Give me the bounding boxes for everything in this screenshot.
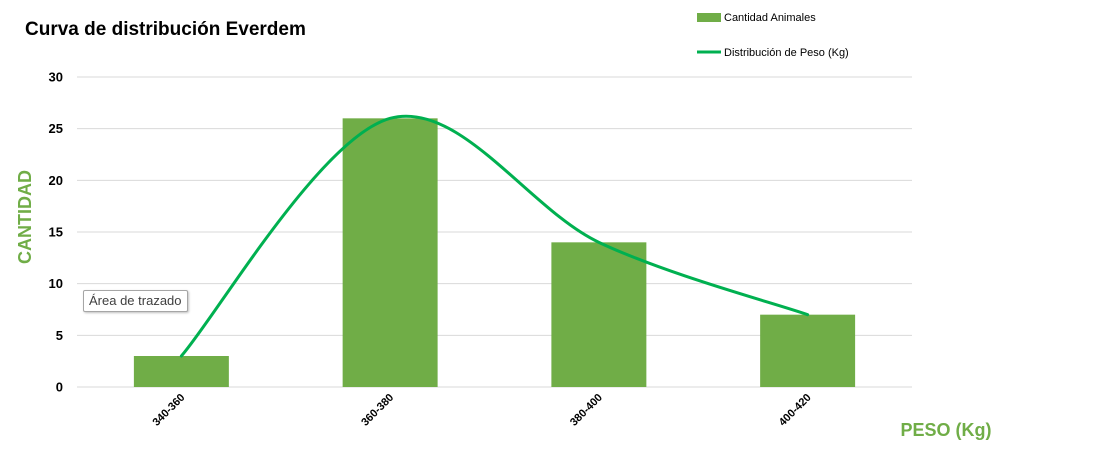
bar-series[interactable] (133, 118, 856, 387)
legend-label-cantidad-animales: Cantidad Animales (724, 12, 816, 24)
x-tick-label: 380-400 (568, 392, 605, 429)
y-tick-label: 25 (49, 121, 63, 136)
legend-label-distribucion-peso: Distribución de Peso (Kg) (724, 47, 849, 59)
y-axis-title: CANTIDAD (15, 170, 35, 264)
x-axis-title: PESO (Kg) (900, 420, 991, 440)
y-tick-label: 5 (56, 328, 63, 343)
y-axis-ticks: 0 5 10 15 20 25 30 (49, 70, 63, 395)
x-tick-label: 340-360 (150, 392, 187, 429)
y-tick-label: 15 (49, 225, 63, 240)
y-tick-label: 30 (49, 70, 63, 85)
x-tick-label: 400-420 (777, 392, 814, 429)
bar-380-400[interactable] (551, 242, 647, 387)
bar-400-420[interactable] (760, 314, 856, 387)
y-tick-label: 0 (56, 380, 63, 395)
chart-title: Curva de distribución Everdem (25, 19, 306, 40)
y-tick-label: 20 (49, 173, 63, 188)
plot-area-tooltip: Área de trazado (83, 290, 188, 312)
line-distribucion-peso[interactable] (179, 114, 810, 358)
x-axis-ticks: 340-360 360-380 380-400 400-420 (150, 392, 813, 429)
legend[interactable]: Cantidad Animales Distribución de Peso (… (697, 12, 849, 59)
bar-340-360[interactable] (133, 356, 229, 387)
x-tick-label: 360-380 (359, 392, 396, 429)
line-series[interactable] (179, 114, 810, 358)
legend-swatch-cantidad-animales (697, 13, 721, 22)
bar-360-380[interactable] (342, 118, 438, 387)
y-tick-label: 10 (49, 276, 63, 291)
